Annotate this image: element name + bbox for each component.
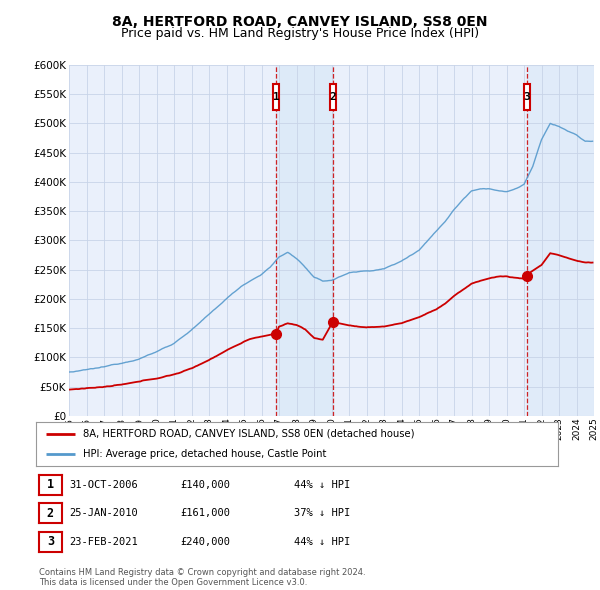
Text: 8A, HERTFORD ROAD, CANVEY ISLAND, SS8 0EN (detached house): 8A, HERTFORD ROAD, CANVEY ISLAND, SS8 0E… <box>83 429 415 439</box>
Text: 37% ↓ HPI: 37% ↓ HPI <box>294 509 350 518</box>
Text: 8A, HERTFORD ROAD, CANVEY ISLAND, SS8 0EN: 8A, HERTFORD ROAD, CANVEY ISLAND, SS8 0E… <box>112 15 488 29</box>
Text: HPI: Average price, detached house, Castle Point: HPI: Average price, detached house, Cast… <box>83 449 326 459</box>
Text: 2: 2 <box>329 92 337 102</box>
FancyBboxPatch shape <box>331 84 335 110</box>
Bar <box>276 65 333 416</box>
Text: 44% ↓ HPI: 44% ↓ HPI <box>294 480 350 490</box>
Text: 3: 3 <box>47 535 54 548</box>
Text: 3: 3 <box>524 92 530 102</box>
Text: Price paid vs. HM Land Registry's House Price Index (HPI): Price paid vs. HM Land Registry's House … <box>121 27 479 40</box>
FancyBboxPatch shape <box>274 84 279 110</box>
Bar <box>527 65 594 416</box>
Text: 31-OCT-2006: 31-OCT-2006 <box>69 480 138 490</box>
Text: £161,000: £161,000 <box>180 509 230 518</box>
Text: £240,000: £240,000 <box>180 537 230 546</box>
Text: 1: 1 <box>47 478 54 491</box>
Text: £140,000: £140,000 <box>180 480 230 490</box>
FancyBboxPatch shape <box>524 84 530 110</box>
Text: Contains HM Land Registry data © Crown copyright and database right 2024.
This d: Contains HM Land Registry data © Crown c… <box>39 568 365 587</box>
Text: 44% ↓ HPI: 44% ↓ HPI <box>294 537 350 546</box>
Text: 2: 2 <box>47 507 54 520</box>
Text: 1: 1 <box>273 92 280 102</box>
Text: 25-JAN-2010: 25-JAN-2010 <box>69 509 138 518</box>
Text: 23-FEB-2021: 23-FEB-2021 <box>69 537 138 546</box>
